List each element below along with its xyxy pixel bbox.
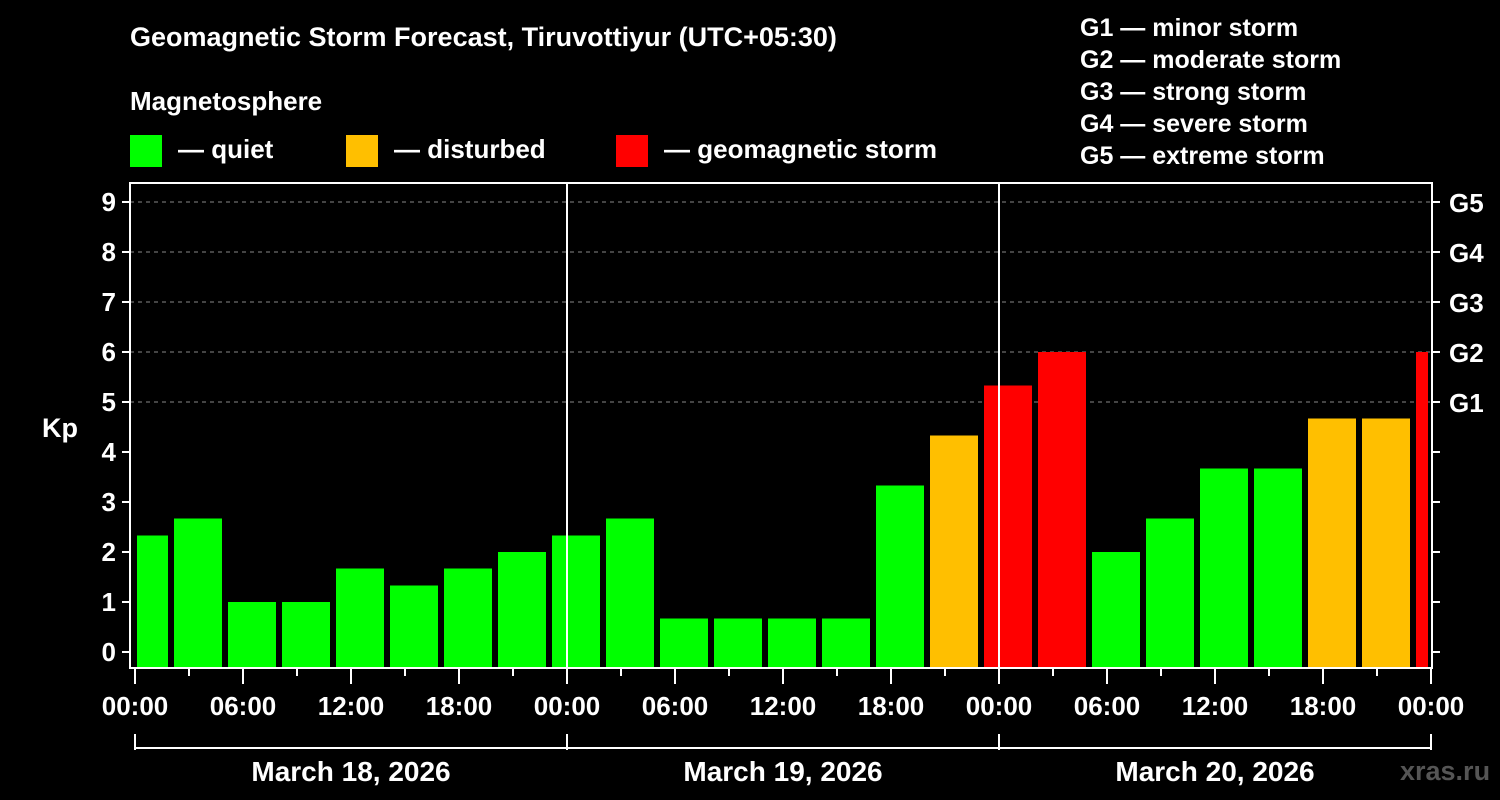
kp-bar (390, 585, 438, 668)
g-tick-label: G2 (1449, 338, 1484, 368)
kp-bar (228, 602, 276, 668)
kp-bar (282, 602, 330, 668)
kp-bar (1200, 468, 1248, 668)
g-tick-label: G3 (1449, 288, 1484, 318)
kp-bar (174, 518, 222, 668)
y-tick-label: 8 (102, 237, 116, 267)
kp-bar (876, 485, 924, 668)
kp-bar (552, 535, 600, 668)
x-tick-label: 12:00 (1182, 691, 1249, 721)
legend-swatch-disturbed (346, 135, 378, 167)
g5-label: G5 — extreme storm (1080, 142, 1325, 170)
kp-bar (822, 618, 870, 668)
legend-label-disturbed: — disturbed (394, 134, 546, 164)
x-tick-label: 06:00 (210, 691, 277, 721)
legend-swatch-quiet (130, 135, 162, 167)
chart-title: Geomagnetic Storm Forecast, Tiruvottiyur… (130, 22, 837, 52)
g3-label: G3 — strong storm (1080, 78, 1307, 106)
kp-bar (137, 535, 168, 668)
x-tick-label: 12:00 (750, 691, 817, 721)
kp-bar (1092, 552, 1140, 668)
plot-frame (129, 182, 1433, 669)
x-tick-label: 18:00 (426, 691, 493, 721)
legend-label-quiet: — quiet (178, 134, 274, 164)
x-tick-label: 00:00 (102, 691, 169, 721)
kp-bar (498, 552, 546, 668)
date-label: March 20, 2026 (1115, 756, 1314, 787)
date-label: March 19, 2026 (683, 756, 882, 787)
kp-bar (1308, 418, 1356, 668)
kp-bar (1362, 418, 1410, 668)
x-tick-label: 18:00 (858, 691, 925, 721)
kp-bar (444, 568, 492, 668)
watermark: xras.ru (1400, 756, 1491, 786)
y-axis-label: Kp (42, 413, 78, 443)
legend-heading: Magnetosphere (130, 86, 323, 116)
y-tick-label: 6 (102, 337, 116, 367)
x-tick-label: 00:00 (966, 691, 1033, 721)
y-tick-label: 7 (102, 287, 116, 317)
kp-bar (660, 618, 708, 668)
y-tick-label: 2 (102, 537, 116, 567)
legend-label-storm: — geomagnetic storm (664, 134, 938, 164)
g-tick-label: G4 (1449, 238, 1484, 268)
kp-bar (1416, 352, 1428, 668)
x-tick-label: 06:00 (642, 691, 709, 721)
g4-label: G4 — severe storm (1080, 110, 1308, 138)
kp-bar (768, 618, 816, 668)
kp-bar (606, 518, 654, 668)
g1-label: G1 — minor storm (1080, 14, 1299, 42)
y-tick-label: 4 (102, 437, 117, 467)
kp-bar (336, 568, 384, 668)
y-tick-label: 9 (102, 187, 116, 217)
y-tick-label: 1 (102, 587, 116, 617)
x-tick-label: 00:00 (534, 691, 601, 721)
y-tick-label: 0 (102, 637, 116, 667)
kp-bar (1038, 352, 1086, 668)
g-tick-label: G5 (1449, 188, 1484, 218)
kp-bar (1146, 518, 1194, 668)
date-label: March 18, 2026 (251, 756, 450, 787)
kp-bar (1254, 468, 1302, 668)
y-tick-label: 5 (102, 387, 116, 417)
y-tick-label: 3 (102, 487, 116, 517)
x-tick-label: 12:00 (318, 691, 385, 721)
kp-bar (984, 385, 1032, 668)
x-tick-label: 18:00 (1290, 691, 1357, 721)
kp-bar (930, 435, 978, 668)
g2-label: G2 — moderate storm (1080, 46, 1342, 74)
g-tick-label: G1 (1449, 388, 1484, 418)
legend-swatch-storm (616, 135, 648, 167)
x-tick-label: 00:00 (1398, 691, 1465, 721)
x-tick-label: 06:00 (1074, 691, 1141, 721)
kp-bar (714, 618, 762, 668)
